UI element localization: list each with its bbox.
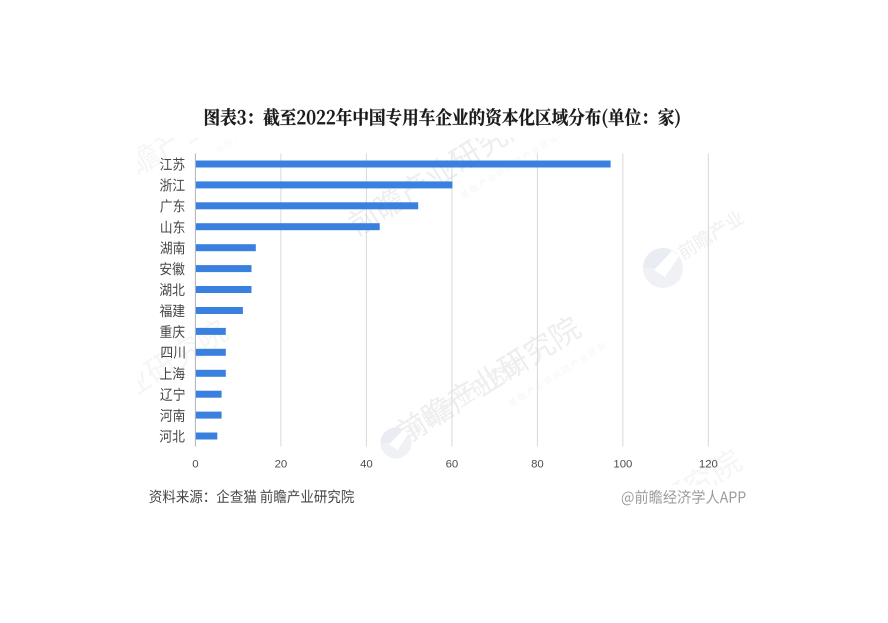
svg-text:120: 120 (699, 459, 718, 471)
svg-text:20: 20 (275, 459, 288, 471)
svg-text:60: 60 (446, 459, 459, 471)
svg-text:0: 0 (192, 459, 198, 471)
svg-text:100: 100 (613, 459, 632, 471)
svg-text:40: 40 (360, 459, 373, 471)
svg-text:80: 80 (531, 459, 544, 471)
